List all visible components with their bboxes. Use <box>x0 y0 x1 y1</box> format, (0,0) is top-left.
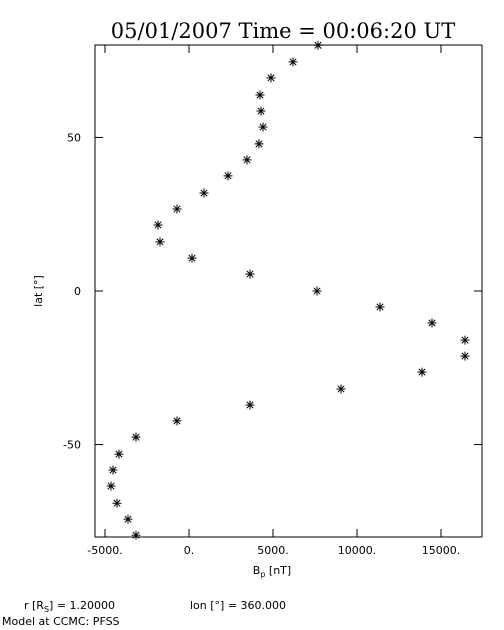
x-tick-label: 5000. <box>257 544 289 557</box>
point <box>460 351 470 361</box>
point <box>131 432 141 442</box>
footer-model: Model at CCMC: PFSS <box>2 615 120 628</box>
point <box>460 335 470 345</box>
point <box>199 188 209 198</box>
point <box>155 237 165 247</box>
point <box>336 384 346 394</box>
y-axis-label: lat [°] <box>32 275 45 307</box>
point <box>114 449 124 459</box>
point <box>266 73 276 83</box>
point <box>288 57 298 67</box>
point <box>242 155 252 165</box>
point <box>245 400 255 410</box>
point <box>254 139 264 149</box>
point <box>245 269 255 279</box>
x-tick-label: 10000. <box>338 544 377 557</box>
point <box>417 367 427 377</box>
y-tick-label: 0 <box>74 285 81 298</box>
point <box>187 253 197 263</box>
point <box>112 498 122 508</box>
point <box>106 481 116 491</box>
y-tick-label: -50 <box>63 439 81 452</box>
point <box>131 530 141 540</box>
point <box>172 204 182 214</box>
plot-frame <box>94 44 483 538</box>
chart-title: 05/01/2007 Time = 00:06:20 UT <box>111 19 455 43</box>
point <box>256 106 266 116</box>
point <box>172 416 182 426</box>
footer-lon: lon [°] = 360.000 <box>190 599 286 612</box>
point <box>123 514 133 524</box>
x-tick-label: -5000. <box>87 544 122 557</box>
footer-r: r [RS] = 1.20000 <box>24 599 115 614</box>
point <box>153 220 163 230</box>
point <box>258 122 268 132</box>
x-tick-label: 15000. <box>422 544 461 557</box>
point <box>313 40 323 50</box>
y-tick-label: 50 <box>67 131 81 144</box>
point <box>108 465 118 475</box>
point <box>427 318 437 328</box>
point <box>375 302 385 312</box>
x-tick-label: 0. <box>184 544 195 557</box>
point <box>255 90 265 100</box>
x-axis-label: Bp [nT] <box>253 564 291 579</box>
point <box>223 171 233 181</box>
point <box>312 286 322 296</box>
